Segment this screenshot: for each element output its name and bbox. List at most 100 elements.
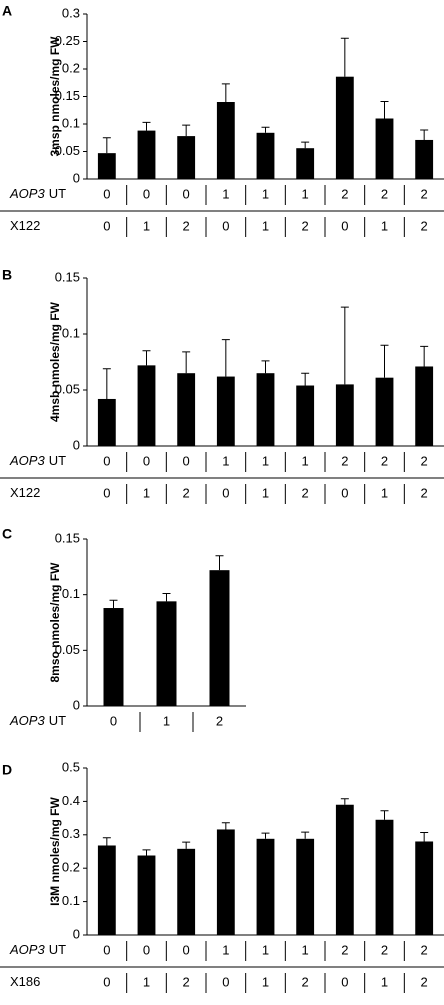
row-cell: 1 — [222, 942, 229, 957]
bar — [209, 570, 230, 706]
error-bar — [301, 372, 310, 386]
error-bar — [142, 350, 151, 366]
bar — [296, 148, 315, 179]
y-tick-label: 0.1 — [62, 115, 80, 130]
row-cell: 1 — [262, 186, 269, 201]
row-label-italic: AOP3 — [9, 186, 45, 201]
row-cell: 0 — [103, 453, 110, 468]
error-bar — [301, 831, 310, 839]
error-bar — [182, 124, 191, 137]
panel-chart: D I3M nmoles/mg FW 0 0.1 0.2 0.3 0.4 0.5 AOP3 UT 0… — [0, 759, 444, 993]
row-cell: 0 — [183, 453, 190, 468]
y-tick-label: 0.1 — [62, 586, 80, 601]
bar — [177, 136, 196, 179]
row-cell: 2 — [302, 485, 309, 500]
row-cell: 1 — [381, 974, 388, 989]
row-cell: 0 — [143, 942, 150, 957]
row-cell: 0 — [103, 218, 110, 233]
row-cell: 1 — [302, 186, 309, 201]
row-cell: 2 — [421, 974, 428, 989]
y-axis-label: 8mso nmoles/mg FW — [48, 562, 62, 683]
error-bar — [420, 129, 429, 140]
bar — [103, 608, 124, 706]
bar — [216, 102, 235, 179]
error-bar — [102, 368, 111, 399]
row-cell: 1 — [262, 485, 269, 500]
panel-letter: D — [2, 762, 12, 778]
row-cell: 0 — [341, 485, 348, 500]
row-cell: 2 — [302, 974, 309, 989]
error-bar — [162, 593, 171, 602]
error-bar — [182, 841, 191, 849]
y-tick-label: 0.3 — [62, 5, 80, 20]
row-label: AOP3 UT — [9, 942, 66, 957]
bar — [177, 848, 196, 935]
y-tick-label: 0 — [73, 437, 80, 452]
error-bar — [215, 555, 224, 571]
row-cell: 1 — [143, 485, 150, 500]
bar — [177, 373, 196, 446]
y-tick-label: 0.1 — [62, 893, 80, 908]
y-tick-label: 0.4 — [62, 793, 80, 808]
row-cell: 2 — [421, 186, 428, 201]
bar — [415, 139, 434, 179]
bar — [296, 838, 315, 935]
row-cell: 0 — [183, 942, 190, 957]
row-label: AOP3 UT — [9, 713, 66, 728]
row-cell: 2 — [183, 974, 190, 989]
bar — [137, 130, 156, 179]
row-cell: 2 — [381, 186, 388, 201]
y-tick-label: 0.05 — [55, 143, 80, 158]
row-cell: 1 — [262, 974, 269, 989]
row-label-text: UT — [49, 942, 66, 957]
y-tick-label: 0 — [73, 926, 80, 941]
panel-letter: A — [2, 3, 12, 19]
row-cell: 0 — [143, 186, 150, 201]
error-bar — [380, 344, 389, 378]
row-cell: 2 — [216, 713, 223, 728]
y-tick-label: 0.15 — [55, 269, 80, 284]
row-cell: 0 — [103, 974, 110, 989]
bar — [137, 365, 156, 446]
panel-chart: C 8mso nmoles/mg FW 0 0.05 0.1 0.15 AOP3 UT 0 1 2 — [2, 526, 246, 732]
row-cell: 2 — [381, 942, 388, 957]
bar — [415, 841, 434, 935]
panel-chart: A 3msp nmoles/mg FW 0 0.05 0.1 0.15 0.2 0.25 0.3… — [0, 3, 444, 237]
y-tick-label: 0.15 — [55, 530, 80, 545]
row-label-text: X122 — [10, 218, 40, 233]
row-cell: 0 — [103, 485, 110, 500]
row-cell: 2 — [341, 942, 348, 957]
row-cell: 0 — [222, 485, 229, 500]
y-tick-label: 0.2 — [62, 860, 80, 875]
row-cell: 1 — [381, 218, 388, 233]
error-bar — [221, 339, 230, 377]
error-bar — [340, 306, 349, 385]
error-bar — [380, 100, 389, 119]
row-cell: 1 — [222, 186, 229, 201]
error-bar — [340, 37, 349, 77]
row-cell: 2 — [381, 453, 388, 468]
row-cell: 0 — [341, 974, 348, 989]
row-cell: 1 — [143, 974, 150, 989]
row-label: AOP3 UT — [9, 453, 66, 468]
bar — [137, 855, 156, 935]
bar — [216, 829, 235, 935]
error-bar — [301, 141, 310, 149]
y-tick-label: 0.1 — [62, 325, 80, 340]
row-cell: 1 — [262, 453, 269, 468]
row-cell: 2 — [183, 218, 190, 233]
bar — [296, 385, 315, 446]
row-cell: 0 — [183, 186, 190, 201]
row-cell: 2 — [183, 485, 190, 500]
y-tick-label: 0.25 — [55, 33, 80, 48]
panel-letter: C — [2, 526, 12, 542]
row-cell: 2 — [421, 485, 428, 500]
row-cell: 1 — [262, 218, 269, 233]
panel-chart: B 4msb nmoles/mg FW 0 0.05 0.1 0.15 AOP3 UT 0 0 0 1… — [0, 267, 444, 504]
row-cell: 1 — [163, 713, 170, 728]
error-bar — [182, 351, 191, 374]
error-bar — [261, 126, 270, 133]
y-tick-label: 0.5 — [62, 759, 80, 774]
error-bar — [221, 822, 230, 830]
